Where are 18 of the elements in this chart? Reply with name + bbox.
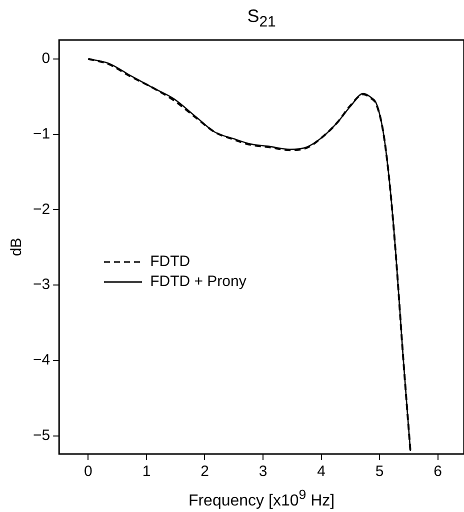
y-axis-title: dB [8, 238, 26, 256]
chart-title: S$_{21}$ [246, 6, 277, 31]
x-tick-label: 2 [200, 463, 209, 480]
legend-label: FDTD + Prony [150, 272, 246, 292]
x-tick-label: 4 [317, 463, 326, 480]
x-tick-label: 5 [375, 463, 384, 480]
y-tick-label: −1 [32, 125, 50, 142]
x-axis-title: Frequency [x10$^{9}$ Hz] [187, 486, 336, 510]
y-tick-label: −4 [32, 352, 50, 369]
legend-label: FDTD [150, 252, 190, 272]
x-tick-label: 3 [258, 463, 268, 480]
y-tick-label: −3 [32, 276, 50, 294]
y-tick-label: −2 [32, 200, 50, 218]
y-tick-label: 0 [42, 50, 50, 67]
x-tick-label: 6 [434, 463, 442, 480]
x-tick-label: 0 [84, 463, 92, 480]
x-tick-label: 1 [142, 463, 151, 480]
y-tick-label: −5 [32, 427, 50, 444]
